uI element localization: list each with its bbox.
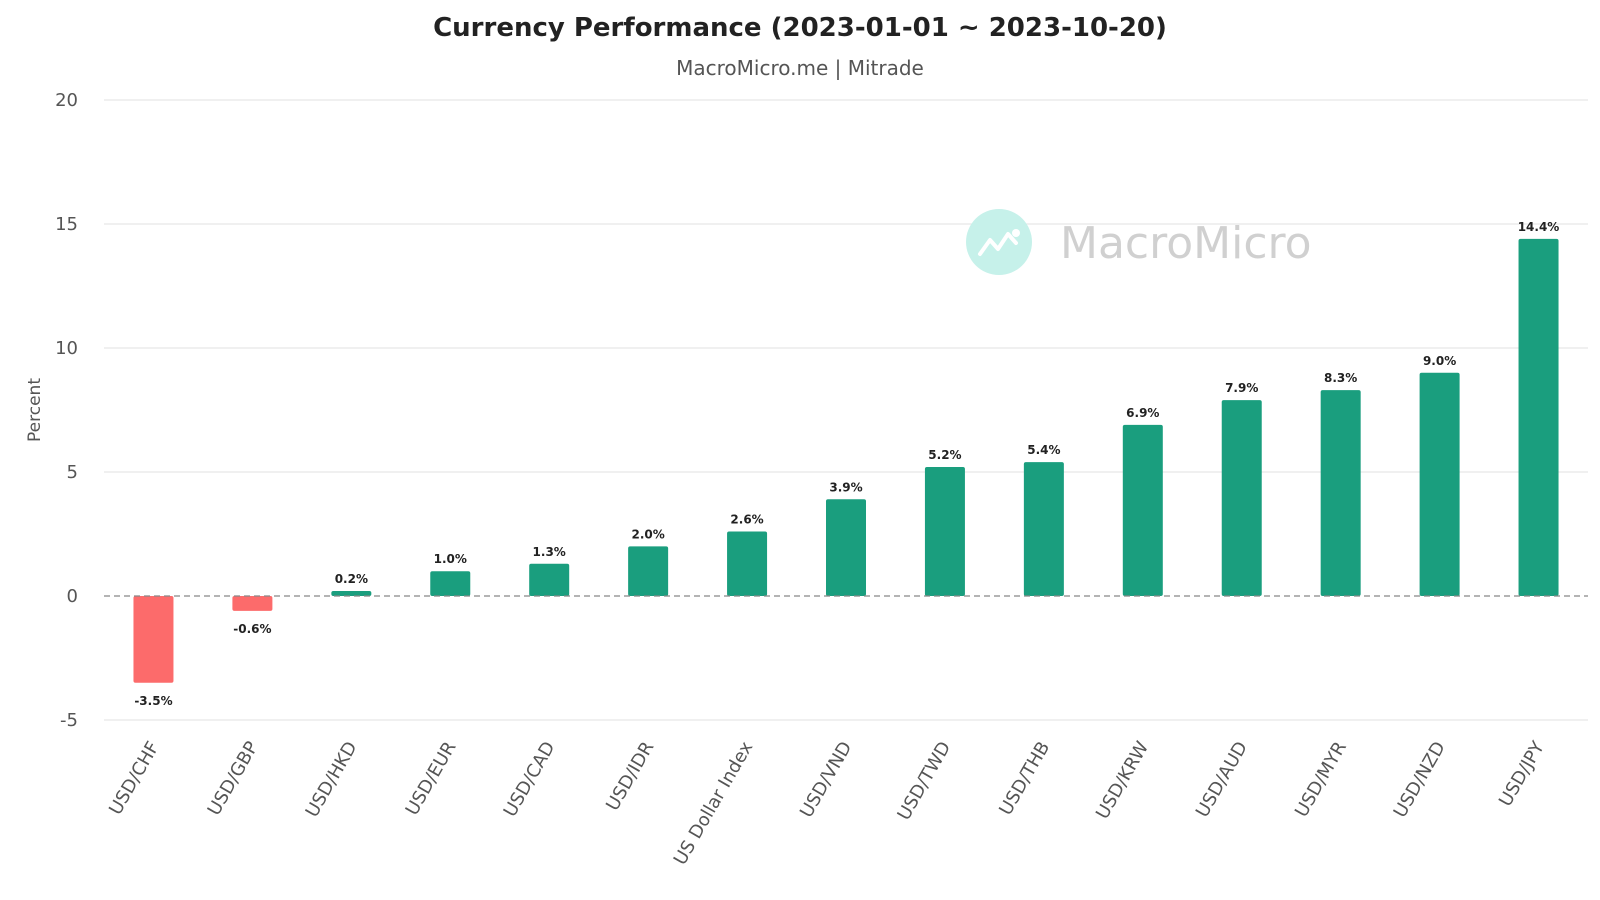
data-label: 9.0% — [1423, 354, 1456, 368]
x-tick-label: US Dollar Index — [670, 738, 758, 869]
data-label: 6.9% — [1126, 406, 1159, 420]
data-label: 5.4% — [1027, 443, 1060, 457]
data-label: 8.3% — [1324, 371, 1357, 385]
bar — [826, 499, 866, 596]
data-label: 0.2% — [335, 572, 368, 586]
y-tick-label: 15 — [55, 214, 78, 235]
bar — [331, 591, 372, 596]
bar — [1023, 462, 1064, 596]
x-tick-label: USD/IDR — [602, 738, 658, 814]
chart-subtitle: MacroMicro.me | Mitrade — [676, 56, 924, 80]
data-labels: -3.5% -0.6% 0.2% 1.0% 1.3% 2.0% 2.6% 3.9% 5.2% 5.… — [134, 220, 1559, 708]
bar — [1122, 424, 1163, 596]
y-tick-label: -5 — [60, 710, 78, 731]
watermark-text: MacroMicro — [1060, 218, 1312, 269]
chart-title: Currency Performance (2023-01-01 ~ 2023-… — [433, 13, 1167, 43]
data-label: 2.0% — [631, 527, 664, 541]
data-label: 3.9% — [829, 480, 862, 494]
x-tick-label: USD/AUD — [1192, 738, 1252, 821]
data-label: 7.9% — [1225, 381, 1258, 395]
x-tick-label: USD/THB — [995, 738, 1054, 819]
watermark-circle — [966, 209, 1032, 275]
bar — [924, 467, 965, 596]
bar — [133, 596, 174, 683]
data-label: 1.0% — [434, 552, 467, 566]
data-label: 2.6% — [730, 513, 763, 527]
y-tick-label: 5 — [67, 462, 78, 483]
data-label: 1.3% — [533, 545, 566, 559]
bars — [133, 238, 1559, 683]
data-label: 5.2% — [928, 448, 961, 462]
x-tick-label: USD/CHF — [105, 738, 164, 819]
y-axis-ticks: 20 15 10 5 0 -5 — [55, 90, 78, 731]
chart-trend-icon — [978, 229, 1020, 256]
data-label: 14.4% — [1518, 220, 1560, 234]
x-tick-label: USD/VND — [796, 738, 856, 821]
x-tick-label: USD/GBP — [204, 738, 263, 819]
data-label: -3.5% — [134, 694, 172, 708]
bar — [232, 596, 273, 611]
bar — [430, 571, 471, 596]
bar — [727, 531, 768, 596]
y-tick-label: 0 — [67, 586, 78, 607]
bar — [1320, 390, 1361, 596]
x-tick-label: USD/KRW — [1092, 738, 1153, 823]
x-tick-label: USD/CAD — [500, 738, 560, 821]
x-tick-label: USD/MYR — [1291, 738, 1351, 821]
x-tick-label: USD/NZD — [1390, 738, 1450, 821]
bar — [1518, 238, 1559, 596]
x-tick-label: USD/HKD — [302, 738, 362, 821]
bar — [1419, 372, 1460, 596]
bar — [1221, 400, 1262, 596]
bar — [628, 546, 669, 596]
y-tick-label: 20 — [55, 90, 78, 111]
y-axis-label: Percent — [25, 378, 45, 442]
x-axis-ticks: USD/CHF USD/GBP USD/HKD USD/EUR USD/CAD USD/I… — [105, 737, 1549, 869]
grid-lines — [104, 99, 1588, 721]
x-tick-label: USD/TWD — [893, 738, 955, 824]
watermark: MacroMicro — [966, 209, 1312, 275]
y-tick-label: 10 — [55, 338, 78, 359]
bar — [529, 563, 570, 596]
x-tick-label: USD/EUR — [402, 738, 461, 819]
x-tick-label: USD/JPY — [1495, 737, 1549, 810]
data-label: -0.6% — [233, 622, 271, 636]
